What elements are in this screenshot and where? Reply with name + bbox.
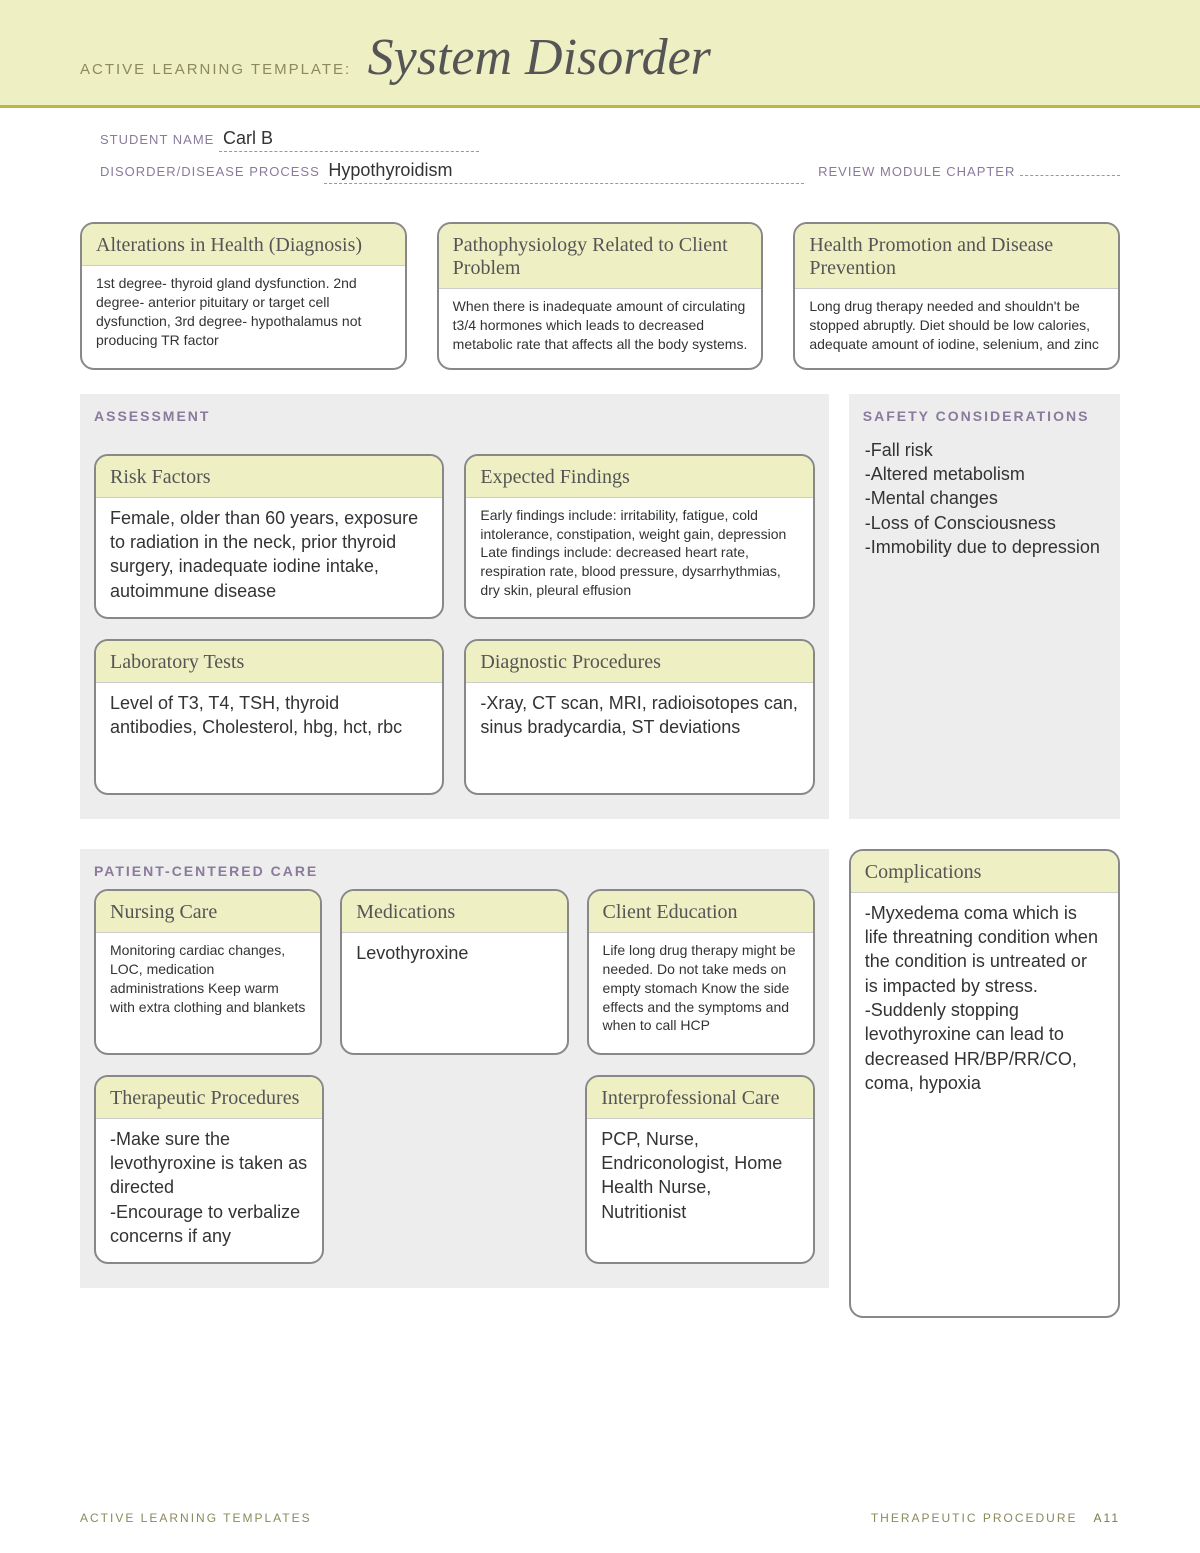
card-body: Female, older than 60 years, exposure to…	[96, 498, 442, 617]
card-body: 1st degree- thyroid gland dysfunction. 2…	[82, 266, 405, 364]
card-head: Client Education	[589, 891, 813, 933]
card-diag: Diagnostic Procedures -Xray, CT scan, MR…	[464, 639, 814, 795]
section-title: ASSESSMENT	[94, 408, 815, 424]
student-row: STUDENT NAME Carl B	[100, 128, 1120, 152]
review-label: REVIEW MODULE CHAPTER	[818, 164, 1015, 179]
card-body: When there is inadequate amount of circu…	[439, 289, 762, 368]
card-patho: Pathophysiology Related to Client Proble…	[437, 222, 764, 370]
section-title: PATIENT-CENTERED CARE	[94, 863, 815, 879]
disorder-row: DISORDER/DISEASE PROCESS Hypothyroidism …	[100, 160, 1120, 184]
card-labs: Laboratory Tests Level of T3, T4, TSH, t…	[94, 639, 444, 795]
card-body: Long drug therapy needed and shouldn't b…	[795, 289, 1118, 368]
card-head: Expected Findings	[466, 456, 812, 498]
card-nursing: Nursing Care Monitoring cardiac changes,…	[94, 889, 322, 1055]
card-risk: Risk Factors Female, older than 60 years…	[94, 454, 444, 619]
card-head: Health Promotion and Disease Prevention	[795, 224, 1118, 289]
card-head: Nursing Care	[96, 891, 320, 933]
content: Alterations in Health (Diagnosis) 1st de…	[0, 192, 1200, 1318]
card-head: Therapeutic Procedures	[96, 1077, 322, 1119]
footer: ACTIVE LEARNING TEMPLATES THERAPEUTIC PR…	[80, 1511, 1120, 1525]
card-head: Diagnostic Procedures	[466, 641, 812, 683]
card-client-ed: Client Education Life long drug therapy …	[587, 889, 815, 1055]
card-body: PCP, Nurse, Endriconologist, Home Health…	[587, 1119, 813, 1259]
care-section: PATIENT-CENTERED CARE Nursing Care Monit…	[80, 849, 829, 1288]
card-head: Pathophysiology Related to Client Proble…	[439, 224, 762, 289]
student-label: STUDENT NAME	[100, 132, 214, 147]
card-therapeutic: Therapeutic Procedures -Make sure the le…	[94, 1075, 324, 1264]
safety-section: SAFETY CONSIDERATIONS -Fall risk -Altere…	[849, 394, 1120, 819]
card-head: Risk Factors	[96, 456, 442, 498]
card-head: Medications	[342, 891, 566, 933]
card-head: Interprofessional Care	[587, 1077, 813, 1119]
disorder-value: Hypothyroidism	[324, 160, 804, 184]
student-value: Carl B	[219, 128, 479, 152]
safety-body: -Fall risk -Altered metabolism -Mental c…	[863, 434, 1106, 563]
care-row1: Nursing Care Monitoring cardiac changes,…	[94, 889, 815, 1055]
header-band: ACTIVE LEARNING TEMPLATE: System Disorde…	[0, 0, 1200, 108]
assessment-section: ASSESSMENT Risk Factors Female, older th…	[80, 394, 829, 819]
card-head: Alterations in Health (Diagnosis)	[82, 224, 405, 266]
card-interprof: Interprofessional Care PCP, Nurse, Endri…	[585, 1075, 815, 1264]
footer-right-label: THERAPEUTIC PROCEDURE	[871, 1511, 1078, 1525]
card-expected: Expected Findings Early findings include…	[464, 454, 814, 619]
card-body: Level of T3, T4, TSH, thyroid antibodies…	[96, 683, 442, 793]
card-body: -Make sure the levothyroxine is taken as…	[96, 1119, 322, 1262]
card-body: Early findings include: irritability, fa…	[466, 498, 812, 614]
card-alterations: Alterations in Health (Diagnosis) 1st de…	[80, 222, 407, 370]
top-row: Alterations in Health (Diagnosis) 1st de…	[80, 222, 1120, 370]
footer-left: ACTIVE LEARNING TEMPLATES	[80, 1511, 312, 1525]
card-body: Levothyroxine	[342, 933, 566, 1053]
section-title: SAFETY CONSIDERATIONS	[863, 408, 1106, 424]
care-wrap: PATIENT-CENTERED CARE Nursing Care Monit…	[80, 849, 1120, 1318]
card-body: -Xray, CT scan, MRI, radioisotopes can, …	[466, 683, 812, 793]
assessment-wrap: ASSESSMENT Risk Factors Female, older th…	[80, 394, 1120, 849]
card-body: Monitoring cardiac changes, LOC, medicat…	[96, 933, 320, 1053]
meta-block: STUDENT NAME Carl B DISORDER/DISEASE PRO…	[0, 108, 1200, 184]
header-prefix: ACTIVE LEARNING TEMPLATE:	[80, 61, 351, 78]
assessment-row2: Laboratory Tests Level of T3, T4, TSH, t…	[94, 639, 815, 795]
care-row2: Therapeutic Procedures -Make sure the le…	[94, 1075, 815, 1264]
header-title: System Disorder	[368, 29, 711, 86]
card-complications: Complications -Myxedema coma which is li…	[849, 849, 1120, 1318]
footer-page: A11	[1094, 1511, 1120, 1525]
card-head: Laboratory Tests	[96, 641, 442, 683]
disorder-label: DISORDER/DISEASE PROCESS	[100, 164, 320, 179]
card-health-promo: Health Promotion and Disease Prevention …	[793, 222, 1120, 370]
card-head: Complications	[851, 851, 1118, 893]
card-body: -Myxedema coma which is life threatning …	[851, 893, 1118, 1109]
spacer	[342, 1075, 568, 1264]
assessment-row1: Risk Factors Female, older than 60 years…	[94, 454, 815, 619]
card-meds: Medications Levothyroxine	[340, 889, 568, 1055]
complications-col: Complications -Myxedema coma which is li…	[849, 849, 1120, 1318]
review-value	[1020, 173, 1120, 176]
card-body: Life long drug therapy might be needed. …	[589, 933, 813, 1053]
